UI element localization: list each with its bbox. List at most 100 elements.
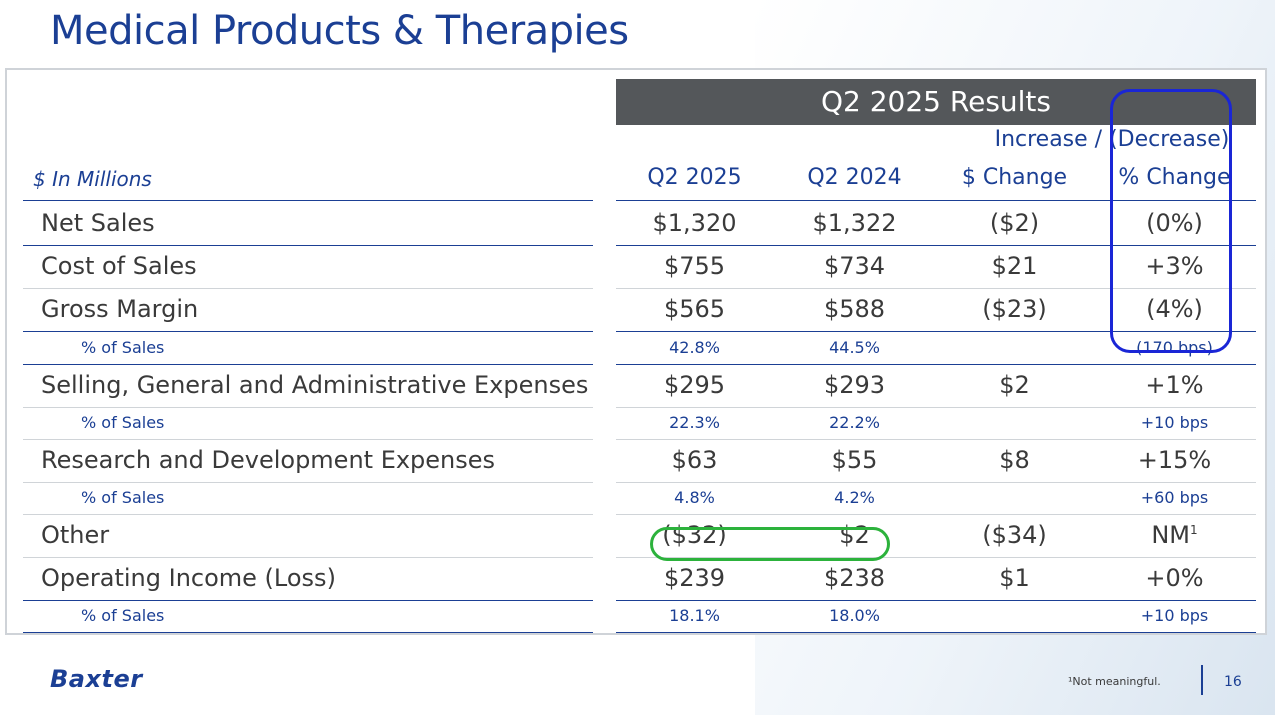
row-divider bbox=[23, 600, 593, 601]
row-divider bbox=[616, 632, 1256, 633]
page-title: Medical Products & Therapies bbox=[50, 8, 629, 54]
cell-pct-change: +15% bbox=[1137, 445, 1212, 474]
cell-q2-2025: 4.8% bbox=[674, 488, 715, 507]
page-number: 16 bbox=[1224, 674, 1242, 690]
footnote-marker: 1 bbox=[1190, 522, 1198, 537]
operating-margin-highlight-annotation bbox=[650, 527, 890, 561]
cell-q2-2024: $734 bbox=[823, 251, 886, 280]
cell-q2-2024: 4.2% bbox=[834, 488, 875, 507]
pct-change-value: NM bbox=[1151, 520, 1191, 549]
row-divider bbox=[23, 482, 593, 483]
cell-dollar-change: $2 bbox=[999, 370, 1030, 399]
cell-q2-2024: $293 bbox=[823, 370, 886, 399]
column-header-percent-change: % Change bbox=[1118, 165, 1231, 190]
row-divider bbox=[23, 439, 593, 440]
row-divider bbox=[23, 331, 593, 332]
cell-q2-2025: $63 bbox=[671, 445, 718, 474]
cell-pct-change: +10 bps bbox=[1140, 606, 1209, 625]
row-label: Gross Margin bbox=[41, 294, 199, 323]
cell-q2-2025: $239 bbox=[663, 563, 726, 592]
row-divider bbox=[616, 288, 1256, 289]
row-divider bbox=[616, 514, 1256, 515]
cell-q2-2024: $1,322 bbox=[812, 208, 897, 237]
cell-pct-change: +10 bps bbox=[1140, 413, 1209, 432]
table-row: Net Sales $1,320 $1,322 ($2) (0%) bbox=[7, 202, 1265, 245]
table-row: Cost of Sales $755 $734 $21 +3% bbox=[7, 245, 1265, 288]
cell-q2-2025: ($32) bbox=[662, 520, 727, 549]
row-divider bbox=[616, 482, 1256, 483]
column-header-dollar-change: $ Change bbox=[961, 165, 1068, 190]
column-header-q2-2024: Q2 2024 bbox=[807, 165, 902, 190]
percent-of-sales-label: % of Sales bbox=[81, 337, 165, 357]
row-divider bbox=[23, 557, 593, 558]
row-label: Other bbox=[41, 520, 110, 549]
cell-pct-change: +1% bbox=[1145, 370, 1204, 399]
cell-q2-2024: $238 bbox=[823, 563, 886, 592]
cell-dollar-change: $21 bbox=[991, 251, 1038, 280]
percent-of-sales-label: % of Sales bbox=[81, 606, 165, 625]
cell-pct-change: +0% bbox=[1145, 563, 1204, 592]
cell-pct-change: (4%) bbox=[1146, 294, 1203, 323]
row-divider bbox=[616, 557, 1256, 558]
row-divider bbox=[616, 439, 1256, 440]
cell-q2-2025: $295 bbox=[663, 370, 726, 399]
percent-of-sales-label: % of Sales bbox=[81, 488, 165, 507]
cell-pct-change-with-footnote: NM1 bbox=[1097, 521, 1252, 549]
row-label: Net Sales bbox=[41, 208, 155, 237]
row-divider bbox=[616, 364, 1256, 365]
cell-q2-2024: $588 bbox=[823, 294, 886, 323]
table-row: Gross Margin $565 $588 ($23) (4%) bbox=[7, 288, 1265, 331]
row-divider bbox=[23, 514, 593, 515]
row-divider bbox=[23, 407, 593, 408]
cell-q2-2024: 22.2% bbox=[829, 413, 880, 432]
cell-q2-2025: 22.3% bbox=[669, 413, 720, 432]
row-divider bbox=[616, 600, 1256, 601]
row-label: Research and Development Expenses bbox=[41, 445, 496, 474]
cell-q2-2024: 18.0% bbox=[829, 606, 880, 625]
cell-pct-change: +60 bps bbox=[1140, 488, 1209, 507]
footer-divider bbox=[1201, 665, 1203, 695]
table-row: Selling, General and Administrative Expe… bbox=[7, 364, 1265, 407]
results-table: Q2 2025 Results Increase / (Decrease) $ … bbox=[5, 68, 1267, 635]
cell-q2-2025: 18.1% bbox=[669, 606, 720, 625]
cell-dollar-change: $1 bbox=[999, 563, 1030, 592]
row-divider bbox=[23, 288, 593, 289]
table-row: % of Sales 22.3% 22.2% +10 bps bbox=[7, 407, 1265, 439]
table-top-rule bbox=[23, 200, 593, 201]
units-label: $ In Millions bbox=[33, 167, 152, 191]
cell-dollar-change: ($2) bbox=[989, 208, 1040, 237]
cell-dollar-change: $8 bbox=[999, 445, 1030, 474]
row-divider bbox=[616, 407, 1256, 408]
cell-q2-2024: 44.5% bbox=[829, 337, 880, 357]
cell-q2-2024: $55 bbox=[831, 445, 878, 474]
cell-pct-change: (0%) bbox=[1146, 208, 1203, 237]
cell-pct-change: +3% bbox=[1145, 251, 1204, 280]
baxter-logo: Baxter bbox=[50, 665, 143, 693]
cell-q2-2025: 42.8% bbox=[669, 337, 720, 357]
row-label: Cost of Sales bbox=[41, 251, 197, 280]
row-divider bbox=[616, 245, 1256, 246]
percent-of-sales-label: % of Sales bbox=[81, 413, 165, 432]
cell-dollar-change: ($34) bbox=[982, 520, 1047, 549]
table-top-rule-right bbox=[616, 200, 1256, 201]
table-row: % of Sales 4.8% 4.2% +60 bps bbox=[7, 482, 1265, 514]
table-row: Research and Development Expenses $63 $55 $… bbox=[7, 439, 1265, 482]
cell-q2-2025: $565 bbox=[663, 294, 726, 323]
cell-q2-2025: $1,320 bbox=[652, 208, 737, 237]
row-divider bbox=[23, 632, 593, 633]
row-divider bbox=[23, 364, 593, 365]
results-header: Q2 2025 Results bbox=[616, 79, 1256, 125]
table-row: Other ($32) $2 ($34) NM1 bbox=[7, 514, 1265, 557]
row-divider bbox=[616, 331, 1256, 332]
row-label: Selling, General and Administrative Expe… bbox=[41, 370, 589, 399]
table-row: % of Sales 42.8% 44.5% (170 bps) bbox=[7, 331, 1265, 364]
row-divider bbox=[23, 245, 593, 246]
cell-q2-2025: $755 bbox=[663, 251, 726, 280]
footnote: ¹Not meaningful. bbox=[1068, 675, 1161, 688]
table-row: % of Sales 18.1% 18.0% +10 bps bbox=[7, 600, 1265, 632]
table-row: Operating Income (Loss) $239 $238 $1 +0% bbox=[7, 557, 1265, 600]
row-label: Operating Income (Loss) bbox=[41, 563, 336, 592]
percent-change-highlight-annotation bbox=[1110, 89, 1232, 353]
cell-q2-2024: $2 bbox=[839, 520, 870, 549]
column-header-q2-2025: Q2 2025 bbox=[647, 165, 742, 190]
